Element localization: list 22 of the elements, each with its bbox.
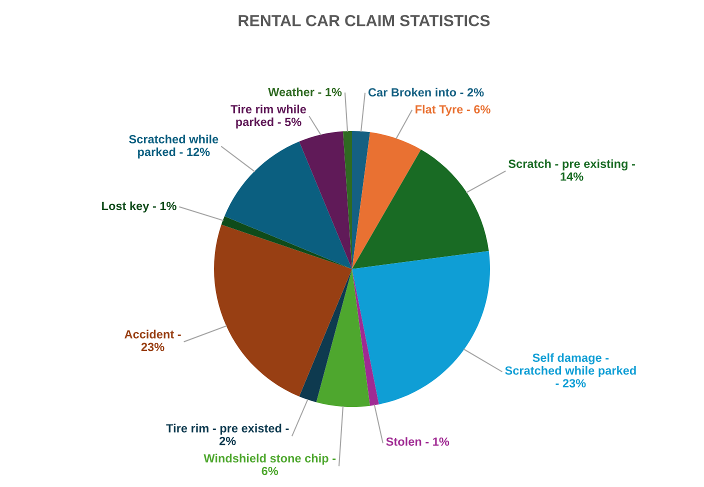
slice-label: Flat Tyre - 6% [416, 104, 490, 116]
chart-title: RENTAL CAR CLAIM STATISTICS [238, 14, 490, 26]
pie-slice [221, 216, 352, 269]
slice-label: Windshield stone chip - 6% [204, 454, 336, 476]
slice-label: Accident - 23% [124, 330, 181, 352]
pie-slice [352, 250, 490, 404]
slice-label: Car Broken into - 2% [368, 88, 484, 97]
slice-label: Weather - 1% [268, 88, 342, 96]
slice-label: Lost key - 1% [102, 202, 176, 213]
pie-slice [316, 269, 370, 407]
pie-slice [352, 269, 379, 406]
slice-label: Tire rim - pre existed - 2% [166, 424, 289, 446]
pie-slice [299, 131, 352, 269]
slice-label: Tire rim while parked - 5% [230, 104, 306, 128]
pie-slice [352, 132, 421, 269]
pie-slice [214, 224, 352, 396]
slice-label: Stolen - 1% [386, 437, 450, 446]
slice-label: Scratched while parked - 12% [129, 134, 218, 158]
slice-label: Scratch - pre existing - 14% [508, 159, 635, 181]
pie-slice [299, 269, 352, 402]
pie-slice [352, 149, 489, 269]
slice-label: Self damage - Scratched while parked - 23% [505, 353, 636, 388]
